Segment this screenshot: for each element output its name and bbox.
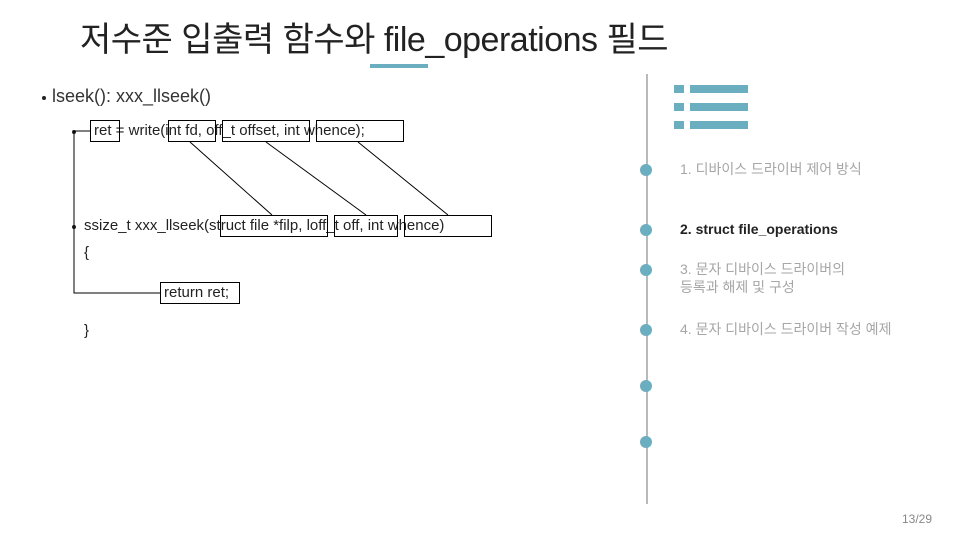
nav-dot [640, 436, 652, 448]
nav-item-2[interactable]: 2. struct file_operations [680, 220, 838, 239]
page-number: 13/29 [902, 512, 932, 526]
box-intfd [168, 120, 216, 142]
box-loff [334, 215, 398, 237]
subtitle: lseek(): xxx_llseek() [52, 86, 211, 107]
box-filp [220, 215, 328, 237]
nav-dot [640, 224, 652, 236]
nav-dot [640, 380, 652, 392]
nav-item-3b[interactable]: 등록과 해제 및 구성 [680, 278, 795, 297]
slide-title: 저수준 입출력 함수와 file_operations 필드 [80, 12, 668, 61]
bullet-icon [72, 225, 76, 229]
box-whence [316, 120, 404, 142]
nav-dot [640, 164, 652, 176]
title-underline [370, 64, 428, 68]
nav-item-4[interactable]: 4. 문자 디바이스 드라이버 작성 예제 [680, 320, 891, 339]
bullet-icon [42, 96, 46, 100]
box-return [160, 282, 240, 304]
nav-item-1[interactable]: 1. 디바이스 드라이버 제어 방식 [680, 160, 862, 179]
nav-dot [640, 264, 652, 276]
box-ret [90, 120, 120, 142]
nav-dot [640, 324, 652, 336]
box-whence2 [404, 215, 492, 237]
box-offt [222, 120, 310, 142]
nav-item-3a[interactable]: 3. 문자 디바이스 드라이버의 [680, 260, 845, 279]
code-line-3: { [84, 244, 89, 261]
list-icon [674, 82, 748, 132]
code-line-5: } [84, 322, 89, 339]
bullet-icon [72, 130, 76, 134]
